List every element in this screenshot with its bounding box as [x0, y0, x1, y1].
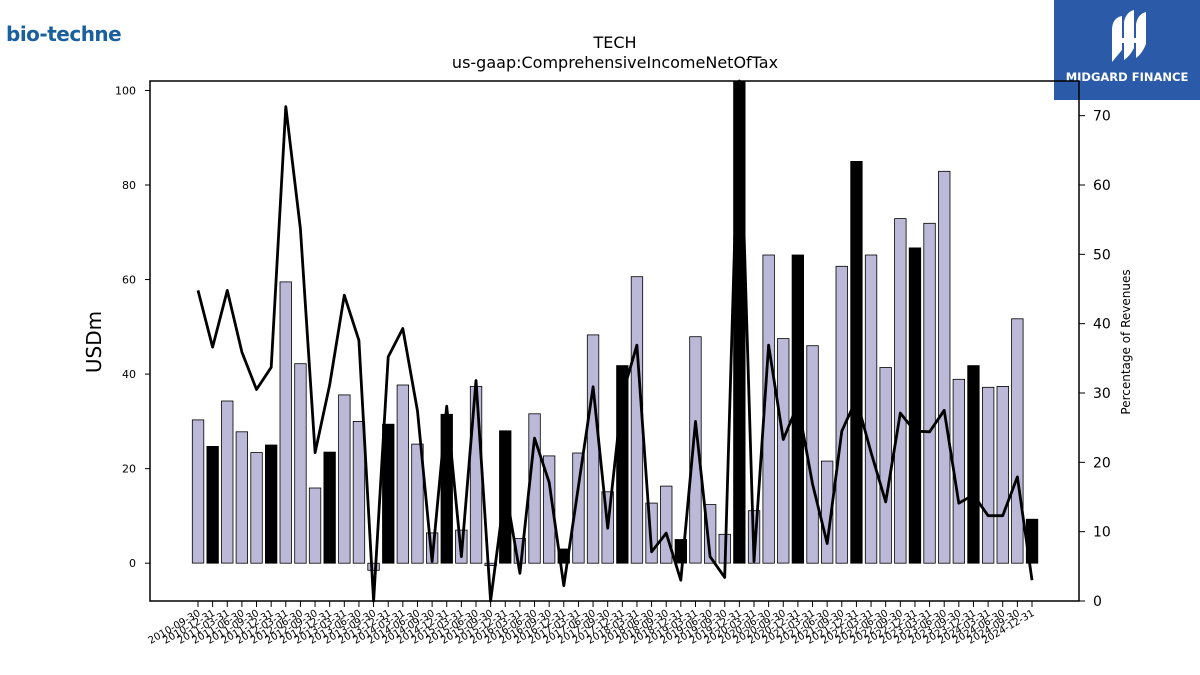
bar-2011-12-31: [264, 444, 278, 564]
bar-2022-12-31: [908, 247, 922, 564]
y2-tick-label: 60: [1093, 178, 1111, 194]
bar-2014-06-30: [411, 443, 424, 564]
bar-2012-06-30: [294, 363, 307, 564]
bar-2019-12-31: [733, 80, 746, 564]
y-tick-label: 100: [115, 84, 136, 97]
bar-2021-09-30: [835, 265, 848, 564]
bar-2017-03-31: [572, 452, 585, 564]
y2-tick-label: 0: [1093, 594, 1102, 610]
line-group: [196, 79, 1034, 603]
y2-tick-label: 40: [1093, 317, 1111, 333]
bars-group: [191, 80, 1039, 571]
bar-2011-03-31: [221, 400, 234, 564]
y2-tick-label: 10: [1093, 525, 1111, 541]
y-tick-label: 0: [129, 557, 136, 570]
bar-2022-06-30: [879, 367, 892, 564]
bar-2024-03-31: [982, 386, 995, 564]
bar-2018-09-30: [660, 485, 673, 564]
bar-2013-12-31: [382, 423, 395, 564]
bar-2021-06-30: [821, 460, 834, 564]
percentage-of-revenues-line: [196, 79, 1034, 603]
bar-2019-06-30: [704, 504, 717, 564]
y-tick-label: 20: [122, 463, 136, 476]
bar-2011-06-30: [235, 431, 249, 564]
bar-2014-03-31: [396, 384, 410, 564]
x-axis: 2010-09-302010-12-312011-03-312011-06-30…: [147, 601, 1037, 647]
bar-2013-06-30: [352, 420, 366, 564]
bar-2012-12-31: [323, 451, 336, 564]
bar-2010-09-30: [191, 419, 205, 564]
y2-tick-label: 70: [1093, 109, 1111, 125]
company-logo: bio-techne: [6, 22, 122, 46]
bar-2023-03-31: [923, 222, 936, 564]
bar-2022-09-30: [894, 218, 907, 564]
bar-2018-12-31: [674, 539, 687, 564]
y-tick-label: 40: [122, 368, 136, 381]
bar-2012-09-30: [308, 487, 322, 564]
publisher-name: MIDGARD FINANCE: [1065, 70, 1189, 84]
bar-2021-12-31: [850, 160, 863, 564]
y2-tick-label: 20: [1093, 455, 1111, 471]
bar-2013-09-30: [367, 562, 380, 571]
bar-2011-09-30: [250, 452, 263, 564]
y-axis-left: 0 20 40 60 80 100: [115, 84, 150, 570]
bar-2013-03-31: [338, 394, 351, 564]
bar-2022-03-31: [864, 254, 878, 564]
company-logo-text: bio-techne: [6, 22, 122, 46]
y2-tick-label: 30: [1093, 386, 1111, 402]
bar-2016-06-30: [528, 413, 541, 564]
bar-2012-03-31: [279, 281, 292, 564]
bar-2017-06-30: [586, 334, 600, 564]
plot-frame: [149, 80, 1080, 602]
bar-2010-12-31: [206, 445, 219, 564]
bar-2024-09-30: [1011, 318, 1024, 564]
chart-title: TECH: [592, 33, 636, 52]
y-tick-label: 80: [122, 179, 136, 192]
y2-axis-label: Percentage of Revenues: [1119, 269, 1133, 414]
bar-2020-09-30: [777, 338, 790, 564]
y-tick-label: 60: [122, 274, 136, 287]
bar-2016-09-30: [543, 455, 556, 564]
bar-2023-06-30: [938, 170, 951, 564]
y-axis-right: 0 10 20 30 40 50 60 70: [1079, 109, 1111, 610]
chart-subtitle: us-gaap:ComprehensiveIncomeNetOfTax: [452, 53, 778, 72]
bar-2019-03-31: [689, 336, 702, 564]
bar-2023-12-31: [967, 365, 980, 564]
publisher-emblem-icon: [1112, 10, 1146, 62]
bar-2024-06-30: [996, 385, 1009, 564]
y2-tick-label: 50: [1093, 247, 1111, 263]
y-axis-label: USDm: [82, 311, 106, 373]
bar-2017-12-31: [616, 365, 629, 564]
